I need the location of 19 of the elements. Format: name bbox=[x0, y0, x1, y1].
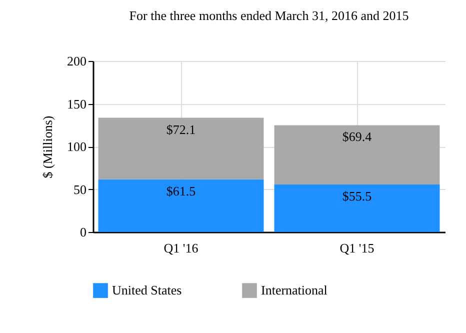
x-tick-label: Q1 '15 bbox=[340, 240, 374, 256]
bar bbox=[98, 179, 264, 232]
data-label: $55.5 bbox=[342, 188, 372, 204]
y-tick-label: 150 bbox=[67, 96, 86, 112]
bar bbox=[274, 125, 440, 185]
data-label: $61.5 bbox=[166, 183, 196, 198]
y-tick-label: 0 bbox=[80, 224, 86, 240]
bar bbox=[274, 184, 440, 232]
data-label: $69.4 bbox=[342, 129, 372, 144]
y-tick-label: 50 bbox=[74, 182, 86, 197]
y-axis-title: $ (Millions) bbox=[40, 116, 55, 178]
legend-label: United States bbox=[112, 282, 182, 298]
legend-label: International bbox=[261, 282, 328, 298]
data-label: $72.1 bbox=[166, 122, 196, 137]
y-tick-label: 200 bbox=[67, 54, 86, 68]
y-tick-label: 100 bbox=[67, 139, 86, 154]
x-tick-label: Q1 '16 bbox=[164, 240, 199, 256]
chart-title: For the three months ended March 31, 2016 and 2015 bbox=[129, 8, 409, 23]
bar bbox=[98, 118, 264, 180]
